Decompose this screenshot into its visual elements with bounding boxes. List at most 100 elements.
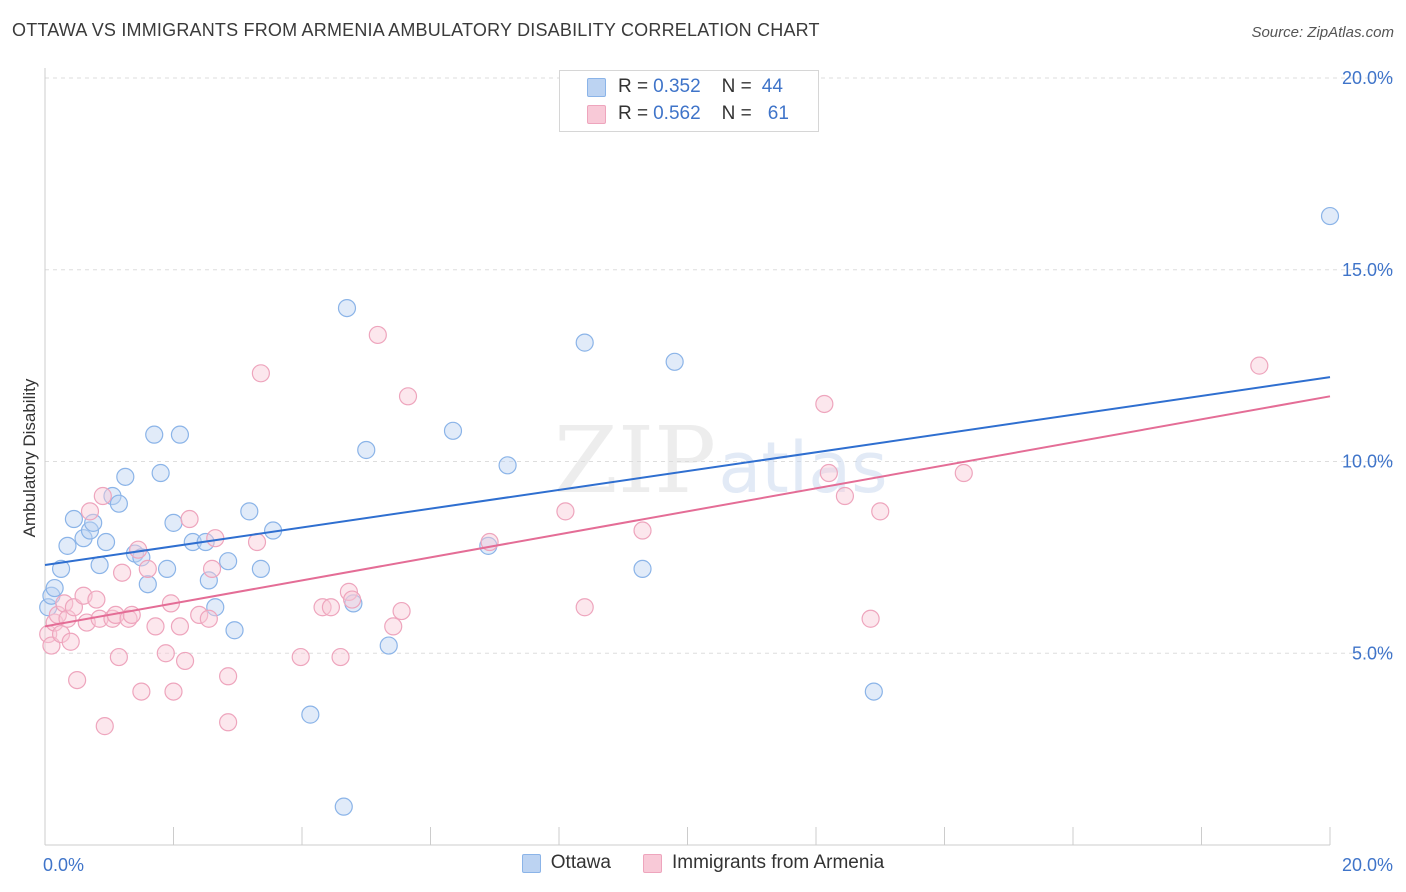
- armenia-point: [95, 717, 114, 736]
- ottawa-swatch: [587, 77, 606, 97]
- armenia-point: [556, 502, 575, 521]
- ottawa-point: [151, 463, 170, 483]
- ottawa-point: [157, 559, 177, 578]
- armenia-point: [55, 594, 74, 613]
- armenia-point: [343, 590, 362, 609]
- ottawa-point: [443, 421, 463, 440]
- armenia-point: [68, 670, 87, 690]
- ottawa-point: [1320, 206, 1340, 226]
- ottawa-point: [240, 502, 259, 521]
- armenia-point: [109, 647, 128, 667]
- ottawa-legend-swatch: [521, 853, 541, 873]
- r-value: 0.352: [653, 76, 701, 97]
- ottawa-point: [251, 559, 270, 578]
- n-value: 61: [767, 103, 789, 124]
- armenia-point: [835, 486, 855, 506]
- y-tick-label: 5.0%: [1352, 643, 1393, 663]
- ottawa-point: [864, 682, 883, 701]
- n-label: N =: [721, 76, 752, 97]
- ottawa-point: [64, 509, 84, 529]
- armenia-point: [871, 502, 890, 521]
- y-tick-label: 10.0%: [1342, 452, 1393, 472]
- x-tick-label: 0.0%: [43, 855, 84, 875]
- armenia-point: [93, 486, 112, 506]
- ottawa-point: [498, 456, 517, 475]
- armenia-legend-swatch: [642, 853, 662, 873]
- watermark-zip: ZIP: [554, 407, 716, 514]
- armenia-point: [815, 394, 834, 414]
- ottawa-point: [109, 494, 128, 513]
- armenia-point: [291, 647, 310, 667]
- armenia-point: [575, 598, 594, 617]
- armenia-point: [190, 605, 209, 625]
- ottawa-point: [116, 467, 135, 486]
- armenia-trend-line: [44, 395, 1331, 628]
- armenia-swatch: [587, 104, 606, 124]
- watermark-atlas: atlas: [718, 427, 887, 509]
- ottawa-point: [84, 513, 103, 532]
- ottawa-point: [199, 571, 218, 590]
- armenia-point: [819, 463, 838, 483]
- ottawa-point: [145, 425, 164, 444]
- legend: Ottawa Immigrants from Armenia: [0, 852, 1406, 874]
- trend-lines: [44, 376, 1331, 628]
- y-tick-label: 15.0%: [1342, 260, 1393, 280]
- armenia-point: [321, 598, 341, 617]
- ottawa-point: [45, 578, 64, 598]
- armenia-point: [175, 651, 195, 671]
- r-label: R =: [618, 76, 649, 97]
- x-tick-label: 20.0%: [1342, 855, 1393, 875]
- armenia-point: [219, 667, 238, 686]
- armenia-point: [61, 632, 80, 651]
- ottawa-point: [379, 636, 398, 655]
- armenia-point: [392, 601, 411, 621]
- axes: [44, 68, 1331, 846]
- ottawa-point: [357, 440, 376, 460]
- armenia-point: [80, 502, 100, 521]
- armenia-point: [202, 559, 222, 578]
- n-value: 44: [761, 76, 783, 97]
- ottawa-point: [337, 299, 357, 318]
- armenia-point: [138, 559, 157, 578]
- armenia-point: [112, 563, 132, 582]
- armenia-point: [180, 509, 199, 529]
- ottawa-point: [138, 575, 157, 594]
- armenia-point: [247, 532, 267, 552]
- armenia-point: [1250, 356, 1269, 375]
- grid-lines: [45, 77, 1395, 654]
- ottawa-point: [575, 333, 594, 352]
- ottawa-point: [96, 532, 116, 552]
- ottawa-point: [219, 552, 238, 571]
- watermark: ZIP atlas: [554, 407, 888, 514]
- r-label: R =: [618, 103, 649, 124]
- stats-row-armenia: R = 0.562 N = 61: [560, 101, 789, 127]
- armenia-point: [251, 364, 270, 383]
- legend-item-armenia: Immigrants from Armenia: [642, 852, 884, 874]
- source-label: Source: ZipAtlas.com: [1251, 24, 1394, 41]
- n-label: N =: [721, 103, 752, 124]
- armenia-point: [156, 644, 175, 663]
- armenia-point: [331, 647, 350, 667]
- legend-label-ottawa: Ottawa: [550, 852, 611, 873]
- armenia-point: [861, 609, 880, 628]
- armenia-point: [87, 590, 106, 609]
- y-tick-label: 20.0%: [1342, 68, 1393, 88]
- ottawa-point: [334, 797, 353, 816]
- ottawa-trend-line: [44, 376, 1331, 567]
- stats-row-ottawa: R = 0.352 N = 44: [560, 74, 783, 100]
- armenia-point: [219, 713, 238, 732]
- armenia-point: [384, 617, 403, 636]
- armenia-point: [146, 617, 165, 636]
- ottawa-point: [164, 513, 183, 532]
- ottawa-point: [301, 705, 320, 724]
- legend-item-ottawa: Ottawa: [521, 852, 611, 874]
- stats-box: R = 0.352 N = 44 R = 0.562 N = 61: [559, 70, 819, 132]
- ottawa-point: [665, 352, 684, 371]
- armenia-point: [132, 682, 151, 701]
- r-value: 0.562: [653, 103, 701, 124]
- armenia-point: [206, 529, 225, 548]
- armenia-point: [954, 463, 973, 483]
- ottawa-point: [58, 536, 77, 555]
- armenia-point: [398, 387, 418, 406]
